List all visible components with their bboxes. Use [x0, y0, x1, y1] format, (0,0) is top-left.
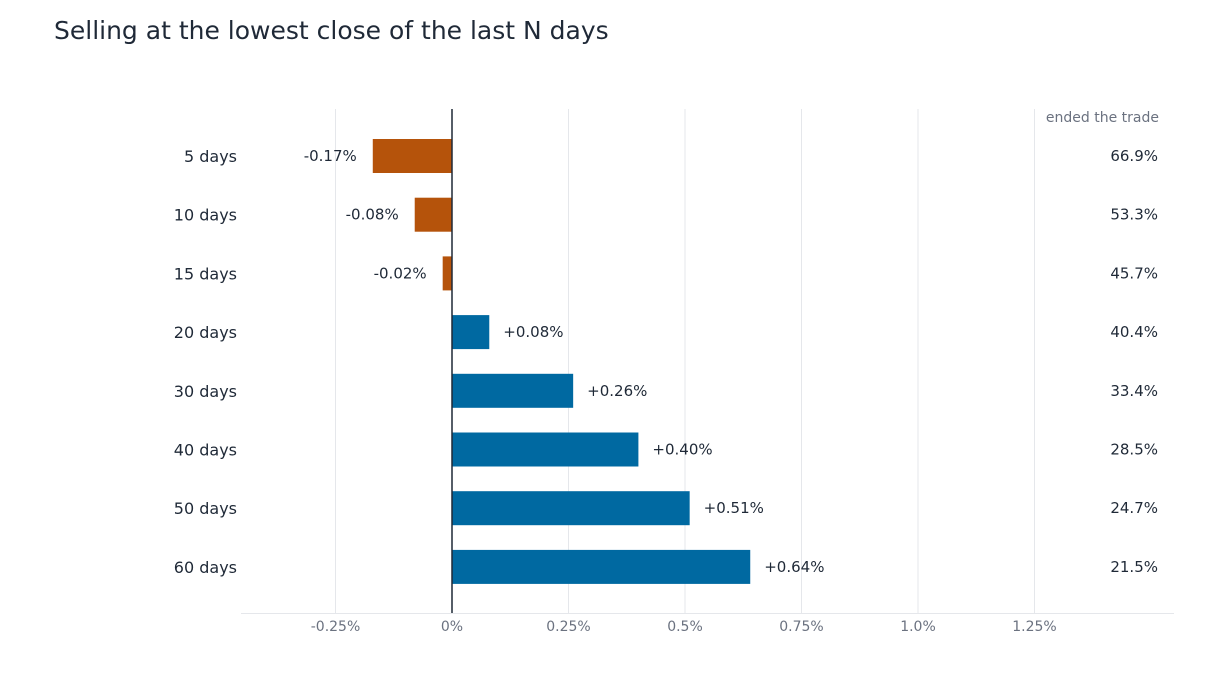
x-tick-label: 1.25% [1012, 619, 1056, 635]
x-tick-label: 0.5% [667, 619, 703, 635]
x-tick-label: 1.0% [900, 619, 936, 635]
x-tick-label: -0.25% [311, 619, 361, 635]
category-label: 40 days [174, 441, 237, 460]
bar [452, 315, 490, 350]
side-column-header: ended the trade [1046, 110, 1159, 126]
ended-trade-value: 45.7% [1110, 264, 1158, 282]
category-label: 30 days [174, 382, 237, 401]
bar [414, 197, 452, 232]
bar [452, 432, 639, 467]
ended-trade-value: 53.3% [1110, 206, 1158, 224]
bar [452, 549, 751, 584]
data-label: -0.02% [374, 264, 427, 282]
bar [452, 491, 690, 526]
category-label: 15 days [174, 264, 237, 283]
ended-trade-value: 24.7% [1110, 499, 1158, 517]
data-label: +0.08% [503, 323, 563, 341]
ended-trade-value: 21.5% [1110, 558, 1158, 576]
x-tick-label: 0.25% [546, 619, 590, 635]
ended-trade-value: 33.4% [1110, 382, 1158, 400]
ended-trade-value: 66.9% [1110, 147, 1158, 165]
bar [452, 373, 574, 408]
data-label: +0.51% [704, 499, 764, 517]
category-label: 50 days [174, 499, 237, 518]
ended-trade-value: 28.5% [1110, 441, 1158, 459]
bar [372, 139, 452, 173]
category-label: 5 days [184, 147, 237, 166]
x-tick-label: 0% [441, 619, 463, 635]
data-label: +0.64% [764, 558, 824, 576]
data-label: -0.17% [304, 147, 357, 165]
ended-trade-value: 40.4% [1110, 323, 1158, 341]
x-tick-label: 0.75% [779, 619, 823, 635]
bar [442, 256, 452, 291]
chart-title: Selling at the lowest close of the last … [54, 16, 609, 45]
category-label: 60 days [174, 558, 237, 577]
data-label: +0.26% [587, 382, 647, 400]
category-label: 10 days [174, 206, 237, 225]
data-label: -0.08% [346, 206, 399, 224]
data-label: +0.40% [652, 441, 712, 459]
category-label: 20 days [174, 323, 237, 342]
